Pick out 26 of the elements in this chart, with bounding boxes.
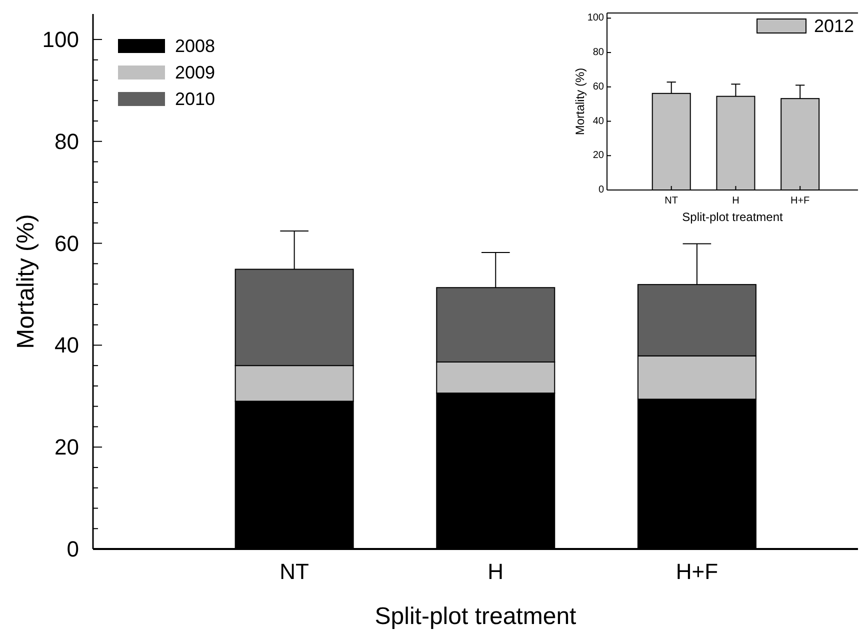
- y-tick-label: 60: [54, 230, 79, 256]
- x-tick-label: NT: [280, 559, 309, 584]
- y-tick-label: 0: [66, 536, 79, 562]
- y-tick-label: 100: [42, 26, 79, 52]
- legend-label: 2009: [175, 62, 216, 82]
- y-tick-label: 80: [54, 128, 79, 154]
- y-tick-label: 20: [592, 150, 604, 162]
- x-tick-label: H: [732, 195, 740, 206]
- y-tick-label: 0: [598, 184, 604, 196]
- legend-label: 2008: [175, 36, 216, 56]
- y-axis-title: Mortality (%): [12, 214, 40, 349]
- y-tick-label: 40: [54, 332, 79, 358]
- x-tick-label: H: [488, 559, 504, 584]
- y-tick-label: 40: [592, 116, 604, 127]
- x-axis-title: Split-plot treatment: [374, 602, 577, 630]
- y-tick-label: 80: [592, 47, 604, 58]
- y-axis-title: Mortality (%): [573, 68, 587, 136]
- y-tick-label: 20: [54, 434, 79, 460]
- legend-label: 2012: [814, 16, 854, 36]
- x-tick-label: H+F: [790, 195, 810, 206]
- y-tick-label: 100: [587, 12, 604, 24]
- x-axis-title: Split-plot treatment: [682, 210, 784, 224]
- x-tick-label: NT: [664, 195, 678, 206]
- legend-label: 2010: [175, 89, 216, 109]
- x-tick-label: H+F: [676, 559, 718, 584]
- y-tick-label: 60: [592, 81, 604, 92]
